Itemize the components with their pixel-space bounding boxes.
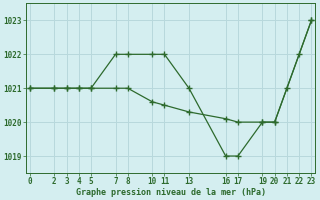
X-axis label: Graphe pression niveau de la mer (hPa): Graphe pression niveau de la mer (hPa) bbox=[76, 188, 266, 197]
